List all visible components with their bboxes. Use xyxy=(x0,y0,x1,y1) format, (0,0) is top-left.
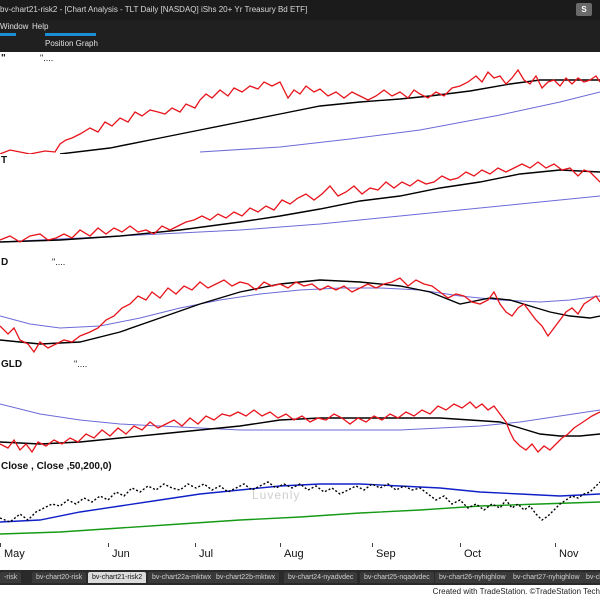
pane-1-label: " xyxy=(1,53,6,64)
pane-4-short-ma xyxy=(0,417,600,445)
workspace-tab-active[interactable]: bv-chart21-risk2 xyxy=(88,572,147,583)
pane-1-plot xyxy=(0,68,600,154)
menu-underline xyxy=(0,33,16,36)
pane-3-quote: ".... xyxy=(52,257,66,267)
pane-4-quote: ".... xyxy=(74,359,88,369)
menu-bar: Window Help xyxy=(0,20,600,36)
time-tick xyxy=(280,543,281,547)
workspace-tab[interactable]: bv-chart28- xyxy=(582,572,600,583)
workspace-tabs: -risk bv-chart20-risk bv-chart21-risk2 b… xyxy=(0,570,600,585)
pane-2-short-ma xyxy=(0,169,600,243)
menu-help[interactable]: Help xyxy=(32,22,49,31)
month-label: Sep xyxy=(376,548,396,560)
pane-3[interactable]: D ".... xyxy=(0,256,600,359)
pane-5-blue-line xyxy=(0,483,600,523)
pane-3-price xyxy=(0,277,600,354)
pane-3-long-ma xyxy=(0,287,600,329)
time-axis: May Jun Jul Aug Sep Oct Nov xyxy=(0,543,600,570)
time-tick xyxy=(372,543,373,547)
pane-4-price xyxy=(0,401,600,454)
window-title: bv-chart21-risk2 - [Chart Analysis - TLT… xyxy=(0,5,308,14)
pane-4[interactable]: GLD ".... xyxy=(0,358,600,461)
pane-1-long-ma xyxy=(199,91,600,153)
pane-4-plot xyxy=(0,401,600,454)
month-label: May xyxy=(4,548,25,560)
pane-3-short-ma xyxy=(0,279,600,345)
month-label: Oct xyxy=(464,548,482,560)
pane-3-plot xyxy=(0,277,600,354)
window-s-button[interactable]: S xyxy=(576,3,592,16)
menu-window[interactable]: Window xyxy=(0,22,29,31)
pane-1-price xyxy=(0,68,600,154)
workspace-tab[interactable]: bv-chart24-nyadvdec xyxy=(284,572,358,583)
pane-4-label: GLD xyxy=(1,359,23,370)
time-tick xyxy=(0,543,1,547)
footer: Created with TradeStation. ©TradeStation… xyxy=(0,585,600,600)
pane-2[interactable]: T xyxy=(0,154,600,257)
workspace-tab[interactable]: bv-chart25-nqadvdec xyxy=(360,572,434,583)
time-tick xyxy=(195,543,196,547)
workspace-tab[interactable]: bv-chart27-nyhighlow xyxy=(509,572,584,583)
watermark: Luvenly xyxy=(252,488,301,502)
pane-3-label: D xyxy=(1,257,9,268)
pane-5-plot xyxy=(0,481,600,535)
chart-area[interactable]: " ".... T D ".... GLD ".... xyxy=(0,52,600,596)
time-tick xyxy=(108,543,109,547)
pane-1[interactable]: " ".... xyxy=(0,52,600,155)
workspace-tab[interactable]: bv-chart22a-mktwx xyxy=(148,572,216,583)
workspace-tab[interactable]: bv-chart22b-mktwx xyxy=(212,572,280,583)
workspace-tab[interactable]: bv-chart26-nyhighlow xyxy=(435,572,510,583)
title-bar: bv-chart21-risk2 - [Chart Analysis - TLT… xyxy=(0,0,600,20)
month-label: Aug xyxy=(284,548,304,560)
pane-4-long-ma xyxy=(0,403,600,431)
pane-1-short-ma xyxy=(59,79,600,154)
pane-2-price xyxy=(0,161,600,243)
workspace-tab[interactable]: bv-chart20-risk xyxy=(32,572,87,583)
time-tick xyxy=(555,543,556,547)
pane-2-label: T xyxy=(1,155,8,166)
workspace-tab[interactable]: -risk xyxy=(0,572,22,583)
pane-5-label: Close , Close ,50,200,0) xyxy=(1,461,112,472)
tab-position-graph[interactable]: Position Graph xyxy=(45,39,98,48)
month-label: Nov xyxy=(559,548,579,560)
footer-credit: Created with TradeStation. ©TradeStation… xyxy=(432,587,600,596)
time-tick xyxy=(460,543,461,547)
pane-5-dotted-line xyxy=(0,481,600,523)
pane-1-quote: ".... xyxy=(40,53,54,63)
month-label: Jul xyxy=(199,548,214,560)
month-label: Jun xyxy=(112,548,130,560)
pane-2-plot xyxy=(0,161,600,243)
subtab-underline xyxy=(45,33,96,36)
pane-5-green-line xyxy=(0,501,600,535)
subtab-bar: Position Graph xyxy=(0,36,600,52)
